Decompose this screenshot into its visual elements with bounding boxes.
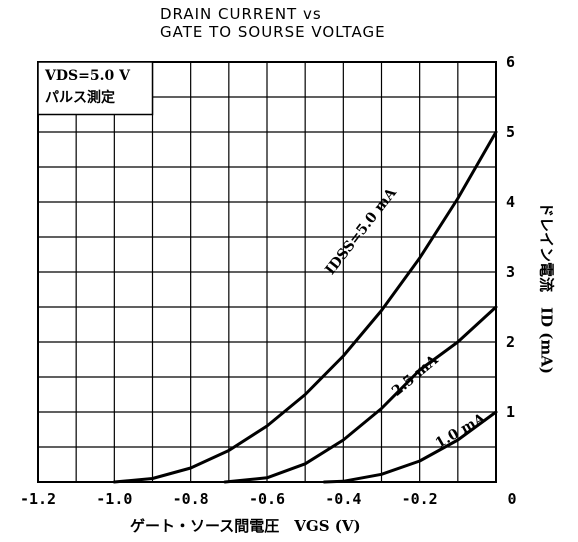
series-line-0 (112, 130, 498, 484)
x-tick-label: -1.2 (20, 490, 56, 508)
condition-box: VDS=5.0 V パルス測定 (37, 61, 154, 116)
x-tick-label: -0.2 (402, 490, 438, 508)
y-tick-label: 4 (506, 193, 515, 211)
y-tick-label: 1 (506, 403, 515, 421)
y-axis-label-wrap: ドレイン電流 ID (mA) (530, 168, 564, 408)
chart-subtitle: GATE TO SOURSE VOLTAGE (160, 23, 386, 41)
y-tick-label: 6 (506, 53, 515, 71)
y-tick-label: 3 (506, 263, 515, 281)
y-axis-label: ドレイン電流 ID (mA) (537, 202, 556, 374)
x-tick-label: -0.4 (325, 490, 361, 508)
series-line-2 (322, 410, 498, 484)
plot-frame (37, 61, 497, 483)
series-label-2: 1.0 mA (433, 410, 490, 452)
series-line-1 (223, 305, 498, 484)
series-label-0: IDSS=5.0 mA (322, 184, 400, 278)
condition-vds: VDS=5.0 V (44, 68, 131, 84)
y-tick-label: 2 (506, 333, 515, 351)
chart-title: DRAIN CURRENT vs (160, 5, 322, 23)
x-axis-label: ゲート・ソース間電圧 VGS (V) (130, 517, 361, 535)
condition-pulse: パルス測定 (45, 89, 115, 106)
x-tick-label: -1.0 (96, 490, 132, 508)
y-tick-labels: 1 2 3 4 5 6 (506, 53, 515, 421)
y-tick-label: 5 (506, 123, 515, 141)
series-label-1: 2.5 mA (389, 351, 442, 399)
x-tick-labels: -1.2 -1.0 -0.8 -0.6 -0.4 -0.2 0 (20, 490, 517, 508)
x-tick-label: -0.6 (249, 490, 285, 508)
x-tick-label: 0 (507, 490, 516, 508)
x-tick-label: -0.8 (173, 490, 209, 508)
grid (38, 62, 496, 482)
series-lines (112, 130, 498, 484)
plot-border (37, 61, 497, 483)
